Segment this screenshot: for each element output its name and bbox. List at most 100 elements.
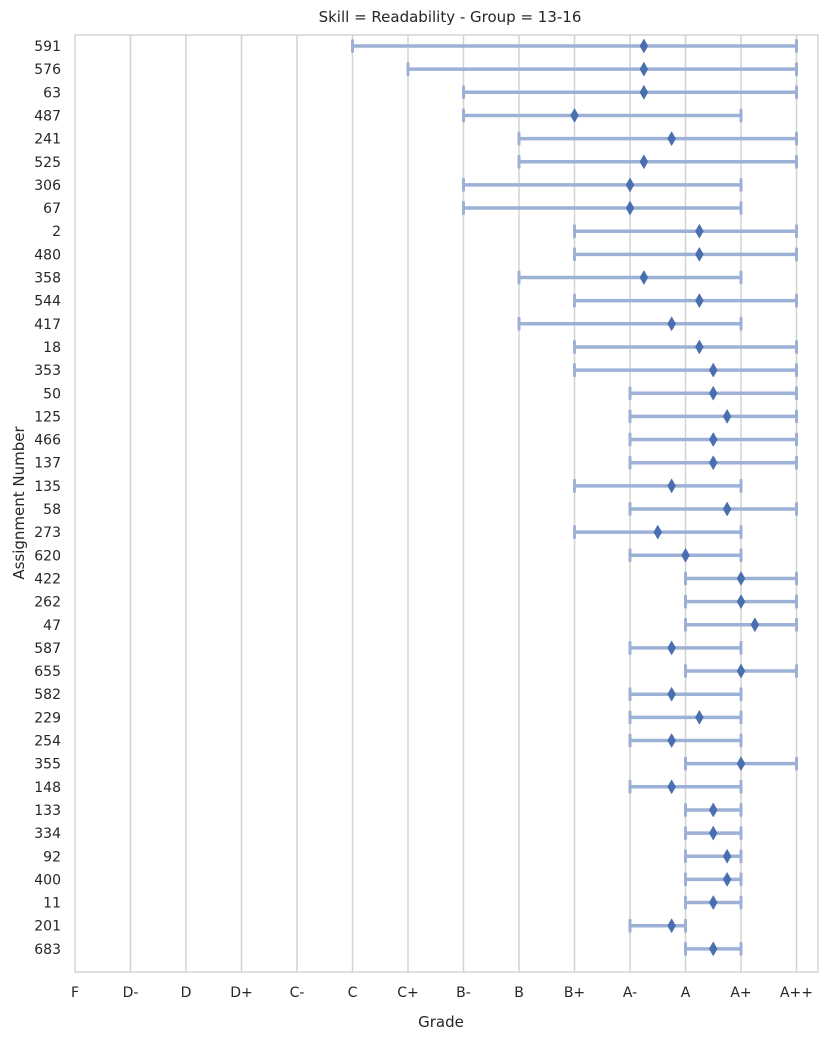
- x-tick-label: B: [514, 985, 524, 1001]
- chart-title: Skill = Readability - Group = 13-16: [319, 8, 582, 26]
- mean-marker-400: [722, 871, 732, 887]
- y-tick-label: 417: [34, 317, 61, 333]
- mean-marker-2: [695, 223, 704, 239]
- mean-marker-355: [736, 756, 746, 772]
- y-tick-labels: 591 576 63 487 241 525 306 67 2 480 358 544 417 18 353…: [34, 39, 61, 958]
- error-bar-487: [462, 108, 743, 123]
- y-tick-label: 355: [34, 757, 61, 773]
- y-axis-label: Assignment Number: [10, 425, 28, 579]
- y-tick-label: 137: [34, 456, 61, 472]
- mean-marker-47: [750, 617, 760, 633]
- x-tick-label: A-: [623, 985, 637, 1001]
- error-bar-63: [462, 85, 798, 100]
- error-bar-148: [628, 779, 743, 794]
- y-tick-label: 229: [34, 710, 61, 726]
- mean-marker-58: [722, 501, 732, 517]
- mean-marker-525: [639, 154, 649, 170]
- x-tick-label: F: [71, 985, 79, 1001]
- y-tick-label: 50: [43, 386, 61, 402]
- mean-marker-576: [639, 61, 649, 77]
- error-bar-353: [573, 363, 798, 378]
- mean-marker-334: [708, 825, 718, 841]
- error-bar-125: [628, 409, 798, 424]
- y-tick-label: 353: [34, 363, 61, 379]
- y-tick-label: 582: [34, 687, 61, 703]
- y-tick-label: 306: [34, 178, 61, 194]
- y-tick-label: 683: [34, 942, 61, 958]
- mean-marker-201: [667, 918, 676, 934]
- x-tick-label: D+: [230, 985, 253, 1001]
- mean-marker-92: [722, 848, 732, 864]
- y-tick-label: 2: [52, 224, 61, 240]
- x-axis-label: Grade: [418, 1013, 464, 1031]
- plot-frame: [74, 34, 819, 973]
- error-bar-58: [628, 502, 798, 516]
- error-bar-254: [628, 733, 743, 748]
- mean-marker-229: [695, 709, 704, 725]
- error-bars: [351, 39, 798, 956]
- mean-marker-620: [681, 547, 690, 563]
- x-tick-label: A: [681, 985, 691, 1001]
- mean-marker-67: [625, 200, 635, 216]
- y-tick-label: 422: [34, 571, 61, 587]
- error-bar-582: [628, 687, 743, 702]
- mean-marker-63: [639, 84, 649, 100]
- mean-marker-422: [736, 570, 746, 586]
- y-tick-label: 466: [34, 433, 61, 449]
- mean-marker-487: [570, 107, 579, 123]
- error-bar-92: [684, 849, 743, 864]
- x-tick-label: C-: [290, 985, 305, 1001]
- mean-marker-262: [736, 594, 746, 610]
- x-tick-labels: F D- D D+ C- C C+ B- B B+ A- A A+ A++: [71, 985, 813, 1001]
- x-tick-label: A+: [730, 985, 751, 1001]
- y-tick-label: 587: [34, 641, 61, 657]
- mean-marker-655: [736, 663, 746, 679]
- mean-marker-50: [708, 385, 718, 401]
- y-tick-label: 400: [34, 872, 61, 888]
- mean-marker-137: [708, 455, 718, 471]
- y-tick-label: 544: [34, 294, 61, 310]
- y-tick-label: 148: [34, 780, 61, 796]
- y-tick-label: 358: [34, 271, 61, 287]
- y-tick-label: 92: [43, 849, 61, 865]
- x-tick-label: A++: [780, 985, 813, 1001]
- error-bar-400: [684, 872, 743, 887]
- x-tick-label: D-: [123, 985, 139, 1001]
- mean-marker-358: [639, 269, 649, 286]
- x-tick-label: D: [181, 985, 192, 1001]
- y-tick-label: 480: [34, 247, 61, 263]
- mean-marker-125: [722, 408, 732, 424]
- error-bar-201: [628, 918, 687, 933]
- y-tick-label: 262: [34, 595, 61, 611]
- error-bar-525: [517, 154, 798, 169]
- mean-marker-587: [667, 640, 676, 656]
- error-bar-241: [517, 131, 798, 146]
- mean-marker-18: [695, 339, 704, 355]
- mean-marker-241: [667, 131, 676, 147]
- error-bar-480: [573, 247, 798, 262]
- error-bar-2: [573, 224, 798, 239]
- mean-marker-353: [708, 362, 718, 378]
- y-tick-label: 620: [34, 548, 61, 564]
- error-bar-576: [406, 62, 798, 77]
- y-tick-label: 525: [34, 155, 61, 171]
- error-bar-544: [573, 293, 798, 308]
- mean-marker-135: [667, 478, 676, 494]
- mean-marker-683: [708, 941, 718, 957]
- x-tick-label: C: [348, 985, 358, 1001]
- x-tick-label: B-: [456, 985, 471, 1001]
- mean-marker-11: [708, 895, 718, 911]
- y-tick-label: 63: [43, 85, 61, 101]
- error-bar-229: [628, 710, 743, 725]
- error-bar-18: [573, 339, 798, 354]
- y-tick-label: 655: [34, 664, 61, 680]
- error-bar-135: [573, 478, 743, 493]
- error-bar-358: [517, 270, 743, 285]
- y-tick-label: 135: [34, 479, 61, 495]
- y-tick-label: 11: [43, 896, 61, 912]
- y-tick-label: 254: [34, 734, 61, 750]
- mean-marker-254: [667, 732, 676, 749]
- y-tick-label: 125: [34, 409, 61, 425]
- x-tick-label: B+: [564, 985, 585, 1001]
